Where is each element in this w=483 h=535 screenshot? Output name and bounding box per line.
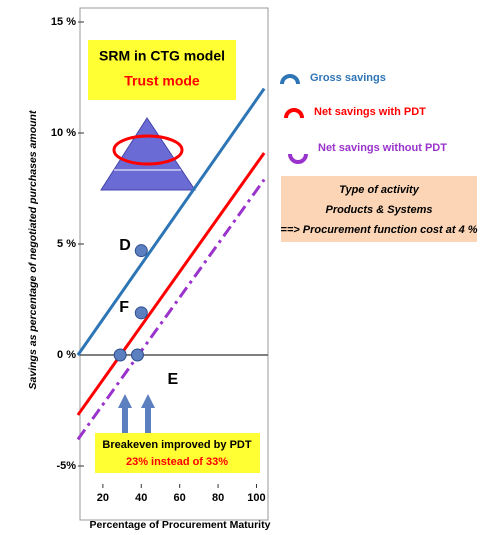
marker-label: E: [167, 371, 178, 388]
pyramid: [100, 117, 196, 191]
series-line: [76, 178, 266, 441]
marker-label: F: [119, 299, 129, 316]
marker-label: D: [119, 237, 131, 254]
y-tick-label: 10 %: [51, 127, 76, 139]
info-text: ==> Procurement function cost at 4 %: [280, 224, 477, 236]
legend-label: Gross savings: [310, 72, 386, 84]
legend-icon: [288, 153, 308, 164]
marker: [134, 244, 148, 258]
chart-title: SRM in CTG model: [99, 48, 225, 64]
x-tick-label: 60: [174, 492, 186, 504]
y-axis-label: Savings as percentage of negotiated purc…: [27, 110, 39, 389]
marker: [130, 348, 144, 362]
legend-label: Net savings with PDT: [314, 106, 426, 118]
chart-subtitle: Trust mode: [124, 73, 200, 89]
y-tick-label: 5 %: [57, 238, 76, 250]
info-box: [281, 176, 477, 242]
breakeven-box: [95, 433, 260, 473]
series-line: [76, 87, 266, 356]
breakeven-text: 23% instead of 33%: [126, 456, 228, 468]
info-text: Type of activity: [339, 184, 420, 196]
x-tick-label: 20: [97, 492, 109, 504]
pyramid-highlight: [112, 134, 184, 166]
y-tick-label: 15 %: [51, 16, 76, 28]
x-axis-label: Percentage of Procurement Maturity: [90, 519, 271, 531]
arrows: [118, 394, 155, 433]
legend-icon: [280, 74, 300, 85]
plot-frame: [79, 7, 269, 521]
x-tick-label: 100: [247, 492, 265, 504]
info-text: Products & Systems: [326, 204, 433, 216]
legend-label: Net savings without PDT: [318, 142, 447, 154]
y-tick-label: 0 %: [57, 349, 76, 361]
title-box: [88, 40, 236, 100]
marker: [113, 348, 127, 362]
x-tick-label: 40: [135, 492, 147, 504]
marker: [134, 306, 148, 320]
x-tick-label: 80: [212, 492, 224, 504]
y-tick-label: -5%: [56, 460, 76, 472]
legend-icon: [284, 108, 304, 119]
series-line: [76, 152, 266, 416]
breakeven-text: Breakeven improved by PDT: [102, 439, 251, 451]
